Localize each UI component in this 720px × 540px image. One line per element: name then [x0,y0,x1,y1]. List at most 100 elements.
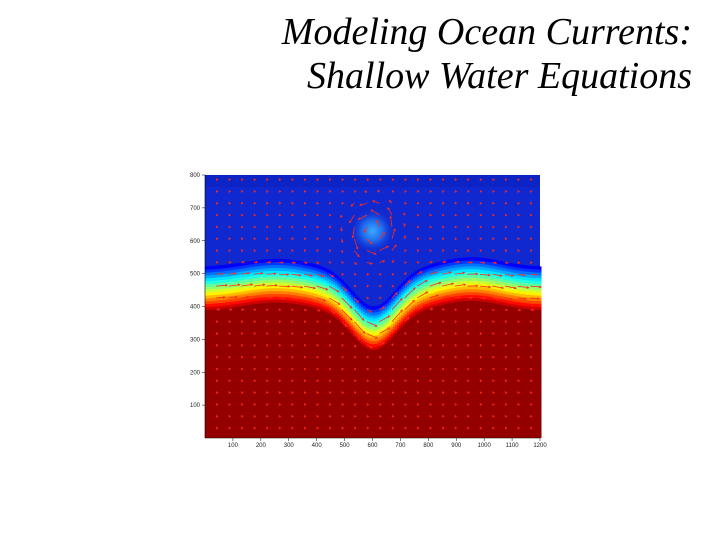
field-cell [493,297,496,301]
field-cell [497,263,500,267]
field-cell [259,279,262,284]
field-cell [483,278,486,282]
field-cell [205,306,208,310]
field-cell [523,282,526,286]
velocity-arrowhead [215,355,219,359]
velocity-arrowhead [425,291,429,295]
field-cell [379,347,382,352]
field-cell [215,300,218,304]
field-cell [253,263,256,267]
field-cell [251,301,254,305]
velocity-arrowhead [531,308,535,312]
velocity-arrowhead [350,204,354,207]
field-cell [435,277,438,281]
field-cell [223,285,226,289]
field-cell [223,270,226,275]
field-cell [327,295,330,299]
field-cell [387,341,390,345]
field-cell [285,267,288,272]
field-cell [359,328,362,332]
field-cell [405,279,408,283]
field-cell [441,292,444,297]
field-cell [473,303,476,438]
field-cell [251,283,254,288]
field-cell [471,277,474,281]
field-cell [269,258,272,263]
field-cell [287,296,290,301]
field-cell [253,280,256,285]
field-cell [359,316,362,320]
field-cell [531,285,534,290]
field-cell [479,257,482,261]
field-cell [285,259,288,263]
field-cell [357,317,360,321]
velocity-arrowhead [499,274,503,278]
velocity-arrowhead [246,295,250,299]
field-cell [227,278,230,283]
field-cell [433,272,436,276]
field-cell [465,260,468,264]
field-cell [373,306,376,310]
field-cell [519,276,522,280]
field-cell [327,269,330,273]
field-cell [277,270,280,274]
field-cell [363,305,366,309]
field-cell [281,276,284,280]
field-cell [405,293,408,297]
velocity-arrow [391,228,396,239]
field-cell [387,309,390,314]
field-cell [441,281,444,285]
field-cell [419,277,422,281]
velocity-arrowhead [366,367,370,371]
field-cell [491,259,494,263]
field-cell [323,273,326,277]
field-cell [331,283,334,287]
field-cell [209,289,212,293]
field-cell [403,318,406,322]
field-cell [289,259,292,264]
field-cell [237,274,240,278]
field-cell [279,267,282,271]
field-cell [523,267,526,272]
field-cell [451,267,454,272]
field-cell [343,325,346,329]
field-cell [291,268,294,272]
field-cell [489,287,492,292]
field-cell [455,258,458,262]
field-cell [309,265,312,270]
velocity-arrow [352,226,355,238]
field-cell [527,276,530,281]
field-cell [325,279,328,284]
field-cell [479,277,482,282]
field-cell [527,297,530,301]
field-cell [479,297,482,302]
field-cell [273,284,276,289]
field-cell [265,279,268,283]
field-cell [237,300,240,304]
field-cell [415,276,418,281]
field-cell [325,282,328,287]
velocity-arrowhead [416,237,420,241]
velocity-arrowhead [265,225,269,229]
velocity-arrowhead [529,225,533,229]
field-cell [517,292,520,297]
field-cell [211,283,214,287]
field-cell [205,309,208,313]
field-cell [495,306,498,438]
field-cell [423,284,426,288]
field-cell [407,311,410,316]
field-cell [335,320,338,438]
field-cell [513,263,516,267]
field-cell [245,307,248,438]
field-cell [475,294,478,299]
field-cell [513,292,516,296]
field-cell [381,314,384,319]
field-cell [375,317,378,322]
field-cell [239,305,242,310]
field-cell [459,272,462,276]
field-cell [477,257,480,261]
field-cell [339,321,342,325]
field-cell [253,306,256,438]
field-cell [369,334,372,339]
field-cell [429,304,432,309]
